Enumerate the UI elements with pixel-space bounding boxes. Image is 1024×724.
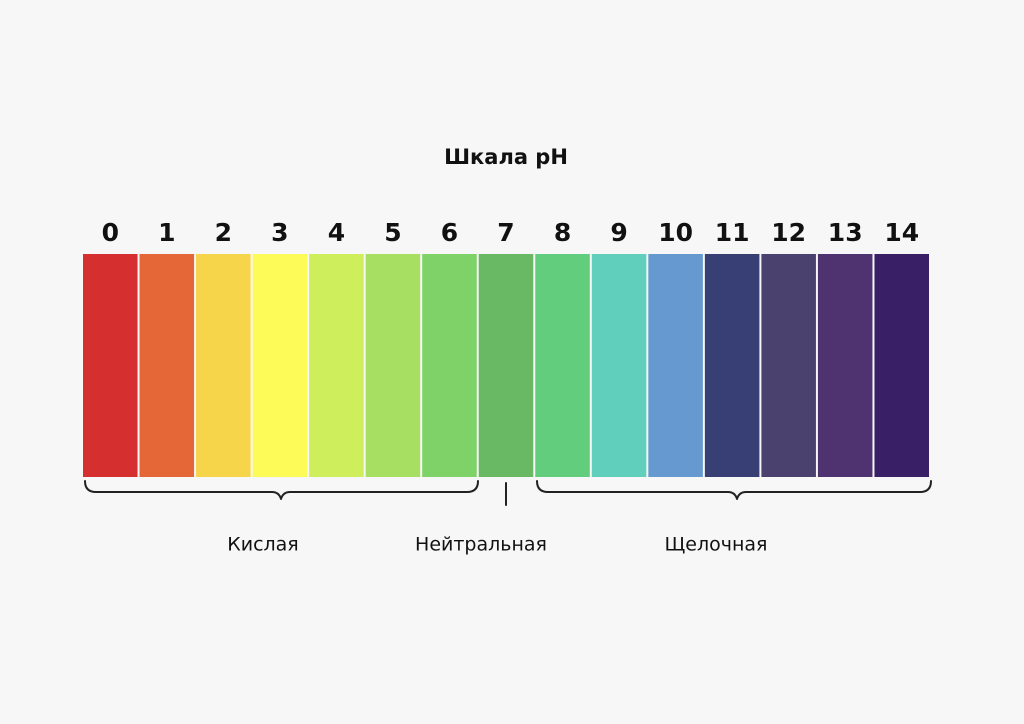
color-swatch xyxy=(535,254,590,477)
ph-label: 1 xyxy=(158,218,175,247)
ph-label: 11 xyxy=(715,218,750,247)
group-label: Нейтральная xyxy=(415,534,547,556)
ph-label: 3 xyxy=(271,218,288,247)
color-swatch xyxy=(309,254,364,477)
ph-label: 14 xyxy=(884,218,919,247)
color-swatch xyxy=(83,254,138,477)
ph-label: 12 xyxy=(771,218,806,247)
color-swatch xyxy=(196,254,251,477)
color-swatch xyxy=(648,254,703,477)
group-label: Кислая xyxy=(227,534,299,556)
ph-label: 8 xyxy=(554,218,571,247)
color-swatch xyxy=(591,254,647,477)
ph-label: 2 xyxy=(215,218,232,247)
title: Шкала pH xyxy=(444,145,568,169)
ph-label: 10 xyxy=(658,218,693,247)
color-swatch xyxy=(139,254,195,477)
ph-label: 13 xyxy=(828,218,863,247)
alkaline-brace xyxy=(536,480,932,500)
acid-brace xyxy=(84,480,479,500)
ph-label: 7 xyxy=(497,218,514,247)
color-swatch xyxy=(478,254,534,477)
color-swatch xyxy=(761,254,816,477)
color-swatch xyxy=(704,254,760,477)
color-swatch xyxy=(422,254,477,477)
group-label: Щелочная xyxy=(665,534,768,556)
color-swatch xyxy=(252,254,308,477)
ph-label: 6 xyxy=(441,218,458,247)
ph-label: 5 xyxy=(384,218,401,247)
ph-label: 4 xyxy=(328,218,345,247)
ph-label: 9 xyxy=(610,218,627,247)
color-swatch xyxy=(365,254,421,477)
ph-label: 0 xyxy=(102,218,119,247)
color-swatch xyxy=(817,254,873,477)
color-swatch xyxy=(874,254,929,477)
